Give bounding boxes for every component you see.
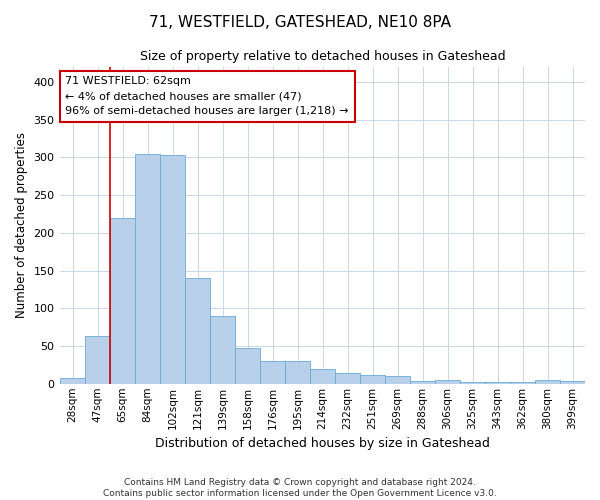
Bar (485, 382, 510, 384)
Bar (435, 380, 460, 384)
Text: 71, WESTFIELD, GATESHEAD, NE10 8PA: 71, WESTFIELD, GATESHEAD, NE10 8PA (149, 15, 451, 30)
Bar (235, 348, 260, 384)
Bar (310, 370, 335, 384)
Bar (535, 380, 560, 384)
Bar (260, 361, 285, 384)
Bar (335, 373, 360, 384)
Bar (460, 382, 485, 384)
Bar (85, 336, 110, 384)
Bar (110, 218, 135, 384)
Text: 71 WESTFIELD: 62sqm
← 4% of detached houses are smaller (47)
96% of semi-detache: 71 WESTFIELD: 62sqm ← 4% of detached hou… (65, 76, 349, 116)
Bar (510, 382, 535, 384)
Bar (385, 376, 410, 384)
Text: Contains HM Land Registry data © Crown copyright and database right 2024.
Contai: Contains HM Land Registry data © Crown c… (103, 478, 497, 498)
Bar (185, 278, 210, 384)
Bar (360, 376, 385, 384)
Bar (410, 380, 435, 384)
Bar (210, 316, 235, 384)
Bar (560, 380, 585, 384)
Bar (160, 155, 185, 384)
X-axis label: Distribution of detached houses by size in Gateshead: Distribution of detached houses by size … (155, 437, 490, 450)
Bar (135, 154, 160, 384)
Bar (285, 361, 310, 384)
Title: Size of property relative to detached houses in Gateshead: Size of property relative to detached ho… (140, 50, 505, 63)
Bar (60, 378, 85, 384)
Y-axis label: Number of detached properties: Number of detached properties (15, 132, 28, 318)
